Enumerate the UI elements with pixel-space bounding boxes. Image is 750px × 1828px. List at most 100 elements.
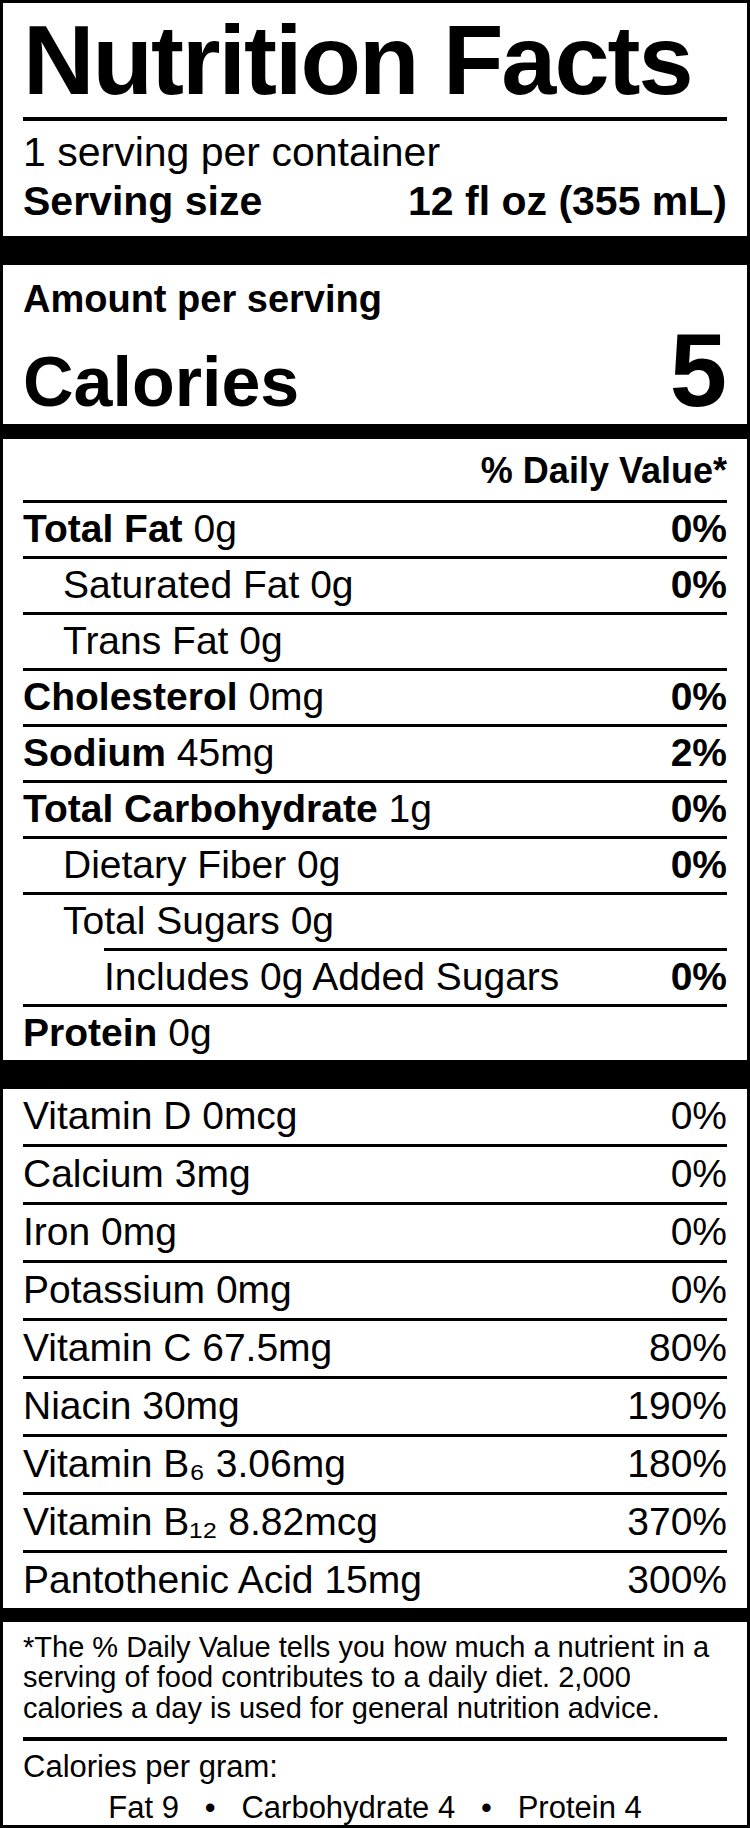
nutrient-name: Total Sugars	[63, 899, 280, 942]
nutrient-amount: 30mg	[142, 1384, 240, 1427]
daily-value-percent: 0%	[671, 788, 727, 831]
daily-value-percent: 0%	[671, 1095, 727, 1138]
thick-separator-bar	[3, 1060, 747, 1089]
title-divider	[23, 117, 727, 121]
daily-value-percent: 370%	[627, 1501, 727, 1544]
nutrient-amount: 0g	[297, 843, 340, 886]
nutrient-amount: 0g	[310, 563, 353, 606]
nutrient-name-amount: Vitamin B₁₂ 8.82mcg	[23, 1501, 378, 1544]
nutrient-name-amount: Protein 0g	[23, 1012, 212, 1055]
daily-value-percent: 300%	[627, 1559, 727, 1602]
nutrient-row: Total Sugars 0g	[23, 892, 727, 948]
daily-value-percent: 190%	[627, 1385, 727, 1428]
nutrient-name: Sodium	[23, 731, 166, 774]
footnote-separator-bar	[3, 1608, 747, 1622]
nutrient-row: Dietary Fiber 0g 0%	[23, 836, 727, 892]
daily-value-percent: 180%	[627, 1443, 727, 1486]
nutrient-amount: 0g	[239, 619, 282, 662]
nutrition-facts-label: Nutrition Facts 1 serving per container …	[0, 0, 750, 1828]
nutrient-name: Saturated Fat	[63, 563, 299, 606]
nutrient-name-amount: Total Sugars 0g	[63, 900, 334, 943]
nutrient-name: Vitamin C	[23, 1326, 191, 1369]
nutrient-amount: 0mg	[101, 1210, 177, 1253]
daily-value-header: % Daily Value*	[23, 439, 727, 503]
nutrient-row: Potassium 0mg 0%	[23, 1260, 727, 1318]
nutrient-name: Dietary Fiber	[63, 843, 286, 886]
nutrient-amount: 0mg	[248, 675, 324, 718]
nutrient-name-amount: Cholesterol 0mg	[23, 676, 324, 719]
medium-separator-bar	[3, 424, 747, 439]
calories-label: Calories	[23, 342, 299, 423]
nutrient-row: Protein 0g	[23, 1004, 727, 1060]
nutrient-amount: 3mg	[175, 1152, 251, 1195]
nutrient-amount: 0mcg	[202, 1094, 297, 1137]
nutrient-amount: 1g	[389, 787, 432, 830]
nutrient-name: Protein	[23, 1011, 157, 1054]
nutrient-name-amount: Iron 0mg	[23, 1211, 177, 1254]
nutrient-row: Total Fat 0g 0%	[23, 503, 727, 556]
serving-size-label: Serving size	[23, 179, 262, 225]
nutrient-name: Total Carbohydrate	[23, 787, 378, 830]
daily-value-percent: 0%	[671, 1153, 727, 1196]
label-title: Nutrition Facts	[23, 11, 727, 108]
nutrient-row: Cholesterol 0mg0%	[23, 668, 727, 724]
daily-value-percent: 0%	[671, 1269, 727, 1312]
amount-per-serving-label: Amount per serving	[23, 265, 727, 322]
calories-value: 5	[670, 322, 727, 420]
serving-size-value: 12 fl oz (355 mL)	[408, 179, 727, 225]
nutrient-amount: 0g	[193, 507, 236, 550]
nutrient-name-amount: Niacin 30mg	[23, 1385, 240, 1428]
nutrient-row: Calcium 3mg 0%	[23, 1144, 727, 1202]
daily-value-percent: 0%	[671, 564, 727, 607]
nutrient-name-amount: Trans Fat 0g	[63, 620, 283, 663]
nutrient-row: Saturated Fat 0g 0%	[23, 556, 727, 612]
nutrient-name-amount: Vitamin C 67.5mg	[23, 1327, 332, 1370]
nutrient-amount: 8.82mcg	[228, 1500, 378, 1543]
calories-per-gram-label: Calories per gram:	[23, 1741, 727, 1784]
nutrient-name-amount: Total Carbohydrate 1g	[23, 788, 432, 831]
nutrient-name-amount: Vitamin B₆ 3.06mg	[23, 1443, 346, 1486]
nutrient-name: Includes 0g Added Sugars	[104, 955, 559, 998]
nutrient-name: Trans Fat	[63, 619, 228, 662]
nutrient-amount: 45mg	[177, 731, 275, 774]
nutrient-name: Potassium	[23, 1268, 205, 1311]
nutrient-row: Vitamin B₁₂ 8.82mcg 370%	[23, 1492, 727, 1550]
nutrient-amount: 0g	[168, 1011, 211, 1054]
nutrient-row: Pantothenic Acid 15mg 300%	[23, 1550, 727, 1608]
nutrient-amount: 67.5mg	[202, 1326, 332, 1369]
daily-value-footnote: *The % Daily Value tells you how much a …	[23, 1622, 727, 1737]
nutrient-row: Iron 0mg 0%	[23, 1202, 727, 1260]
thick-separator-bar	[3, 236, 747, 265]
serving-size-row: Serving size 12 fl oz (355 mL)	[23, 179, 727, 225]
nutrient-name: Cholesterol	[23, 675, 238, 718]
calories-row: Calories 5	[23, 322, 727, 416]
nutrient-row: Vitamin C 67.5mg 80%	[23, 1318, 727, 1376]
nutrient-amount: 0mg	[216, 1268, 292, 1311]
nutrient-name: Calcium	[23, 1152, 164, 1195]
nutrient-name-amount: Sodium 45mg	[23, 732, 274, 775]
calories-per-gram-values: Fat 9 • Carbohydrate 4 • Protein 4	[23, 1791, 727, 1825]
nutrient-name: Pantothenic Acid	[23, 1558, 314, 1601]
micronutrient-table: Vitamin D 0mcg0%Calcium 3mg0%Iron 0mg0%P…	[23, 1089, 727, 1608]
nutrient-amount: 3.06mg	[216, 1442, 346, 1485]
nutrient-row: Vitamin B₆ 3.06mg 180%	[23, 1434, 727, 1492]
nutrient-name-amount: Potassium 0mg	[23, 1269, 292, 1312]
servings-per-container: 1 serving per container	[23, 130, 727, 176]
nutrient-row: Vitamin D 0mcg 0%	[23, 1089, 727, 1144]
nutrient-name-amount: Saturated Fat 0g	[63, 564, 354, 607]
nutrient-name-amount: Total Fat 0g	[23, 508, 237, 551]
nutrient-amount: 15mg	[324, 1558, 422, 1601]
nutrient-name: Niacin	[23, 1384, 131, 1427]
nutrient-row: Total Carbohydrate 1g 0%	[23, 780, 727, 836]
nutrient-name-amount: Vitamin D 0mcg	[23, 1095, 298, 1138]
nutrient-name-amount: Dietary Fiber 0g	[63, 844, 340, 887]
nutrient-row: Sodium 45mg2%	[23, 724, 727, 780]
nutrient-name: Vitamin B₁₂	[23, 1500, 218, 1543]
daily-value-percent: 0%	[671, 508, 727, 551]
daily-value-percent: 0%	[671, 844, 727, 887]
daily-value-percent: 80%	[649, 1327, 727, 1370]
nutrient-row: Includes 0g Added Sugars0%	[23, 948, 727, 1004]
daily-value-percent: 0%	[671, 1211, 727, 1254]
nutrient-name: Vitamin B₆	[23, 1442, 205, 1485]
nutrient-name-amount: Pantothenic Acid 15mg	[23, 1559, 422, 1602]
